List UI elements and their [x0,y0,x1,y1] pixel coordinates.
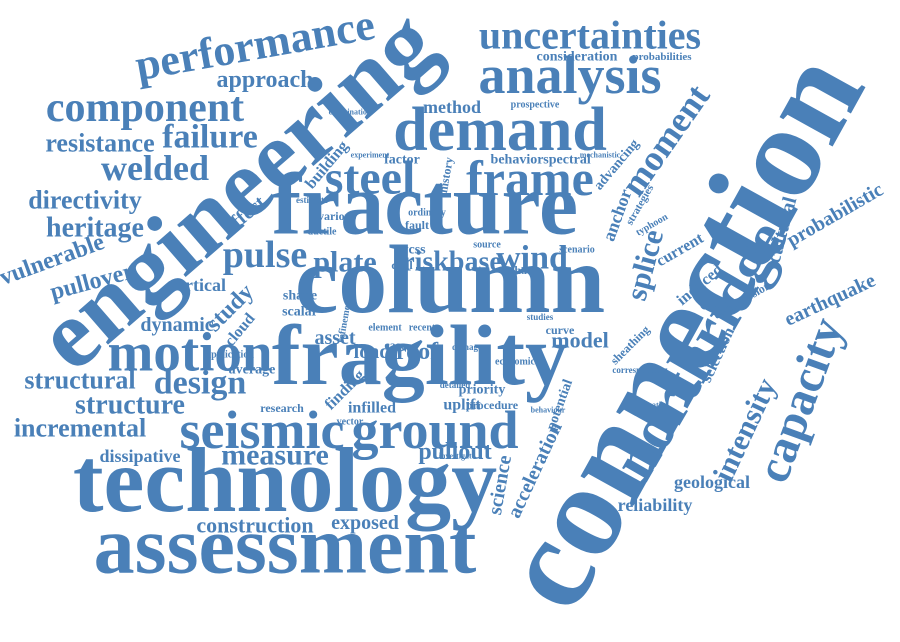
word: resistance [45,129,154,158]
word: method [423,97,481,117]
word: reliability [618,495,693,515]
word: wind [496,240,568,277]
word: factor [384,153,420,168]
word: fracture [272,157,578,254]
word: civil [391,258,413,272]
word: shape [283,289,317,304]
word: behaviour [531,406,566,415]
word: welded [101,148,209,188]
word: various [318,209,356,223]
word: steel [325,152,416,205]
word: failure [162,119,258,156]
word: incremental [14,414,146,443]
word: directivity [28,186,142,215]
word: uncertainties [479,13,701,58]
word: psha [503,263,527,277]
word: scenario [559,245,595,256]
word: consideration [537,50,618,65]
word: research [260,401,304,415]
word: model [551,328,608,353]
word: approach [217,67,314,93]
word: scalar [282,305,318,320]
word: technology [73,429,497,531]
word: element [368,323,402,334]
word: alternative [632,401,669,410]
word: history [436,156,456,194]
word: probabilities [632,51,692,63]
word: fragility [272,307,568,403]
word: load [354,341,391,363]
word: mechanistic [580,151,621,160]
word: plate [313,246,376,279]
word: frame [466,150,594,206]
word: corresponding [612,365,668,375]
word: wcss [398,243,426,258]
word: combination [329,108,372,117]
word: spectral [543,153,591,168]
word: design [154,365,247,402]
word: pullout [418,439,491,465]
word: behavior [491,153,544,168]
word: analysis [478,45,661,105]
word: assessment [94,500,477,591]
word: heritage [46,213,144,244]
word: vector [337,417,364,428]
word: case [384,338,406,352]
word: pulse [223,234,307,276]
word: procedure [466,398,519,412]
word: column [295,226,605,334]
word: seismic [180,400,345,460]
word: motion [108,322,273,383]
word: prospective [511,100,560,111]
word: investigate [439,452,476,461]
word: vertical [168,275,226,295]
word: ductile [308,227,337,238]
word: construction [196,513,313,538]
word: dissipative [99,446,180,466]
word: measure [221,439,329,472]
word: dynamic [140,314,213,336]
word: demand [393,96,607,164]
word: riskbase [402,247,502,278]
word: detailed [440,380,471,390]
word: curve [546,323,575,337]
word: ground [351,400,518,460]
word: geological [674,472,750,492]
word: damage [452,342,482,352]
word: structure [75,390,185,421]
word: exposed [331,512,399,534]
word: infilled [348,400,396,417]
word: roof [396,339,439,365]
word: application [206,350,254,361]
word: economic [495,357,536,368]
word: estimate [296,195,328,205]
word: fault [405,218,429,232]
word: average [229,363,276,378]
word: priority [459,383,506,398]
word: ordinary [408,208,446,219]
word: uplift [443,397,481,414]
word: structural [24,366,135,395]
word: studies [527,312,554,322]
word: recent [409,323,436,334]
word: asset [314,327,355,349]
word: source [473,240,501,251]
word: component [46,85,244,131]
word: experiment [351,151,390,160]
